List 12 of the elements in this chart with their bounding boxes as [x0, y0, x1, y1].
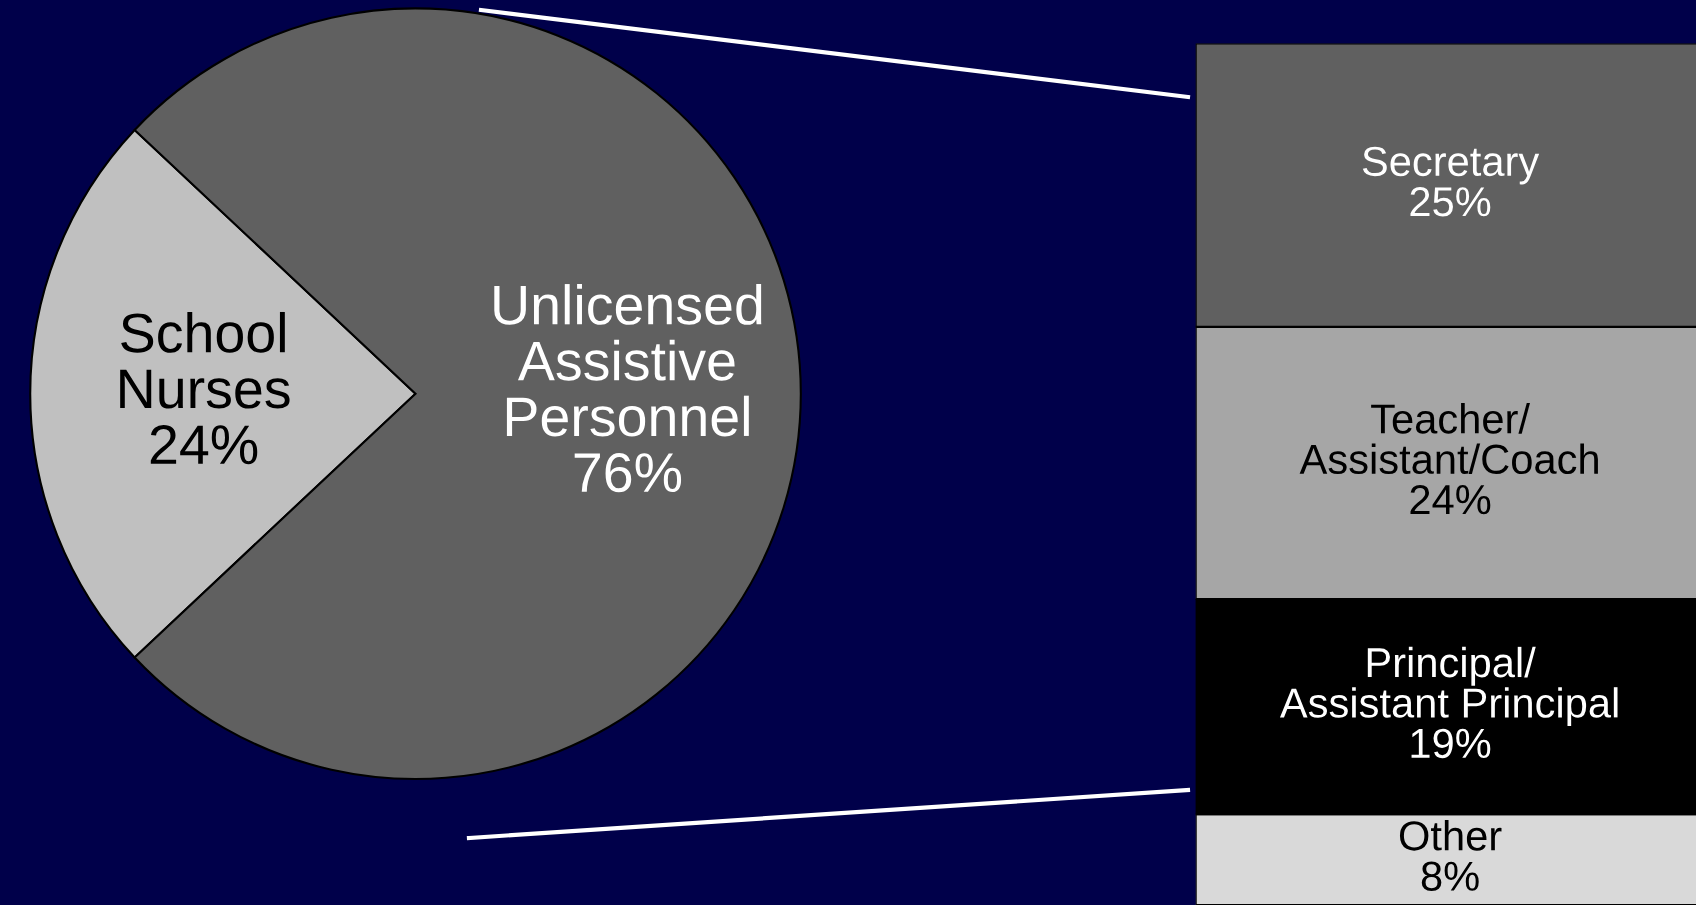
- data-label: 19%: [1411, 728, 1491, 759]
- series-label: Other: [1399, 820, 1502, 851]
- series-label: Secretary: [1362, 146, 1540, 185]
- series-label: Principal/ Assistant Principal: [1279, 646, 1618, 727]
- slice-label: Unlicensed Assistive Personnel: [494, 284, 762, 437]
- series-label: Teacher/ Assistant/Coach: [1299, 403, 1598, 475]
- data-label: 24%: [150, 425, 258, 465]
- data-label: 8%: [1421, 861, 1479, 892]
- data-label: 24%: [1410, 484, 1491, 515]
- data-label: 76%: [574, 452, 682, 493]
- data-label: 25%: [1410, 187, 1491, 217]
- slice-label: School Nurses: [120, 311, 290, 409]
